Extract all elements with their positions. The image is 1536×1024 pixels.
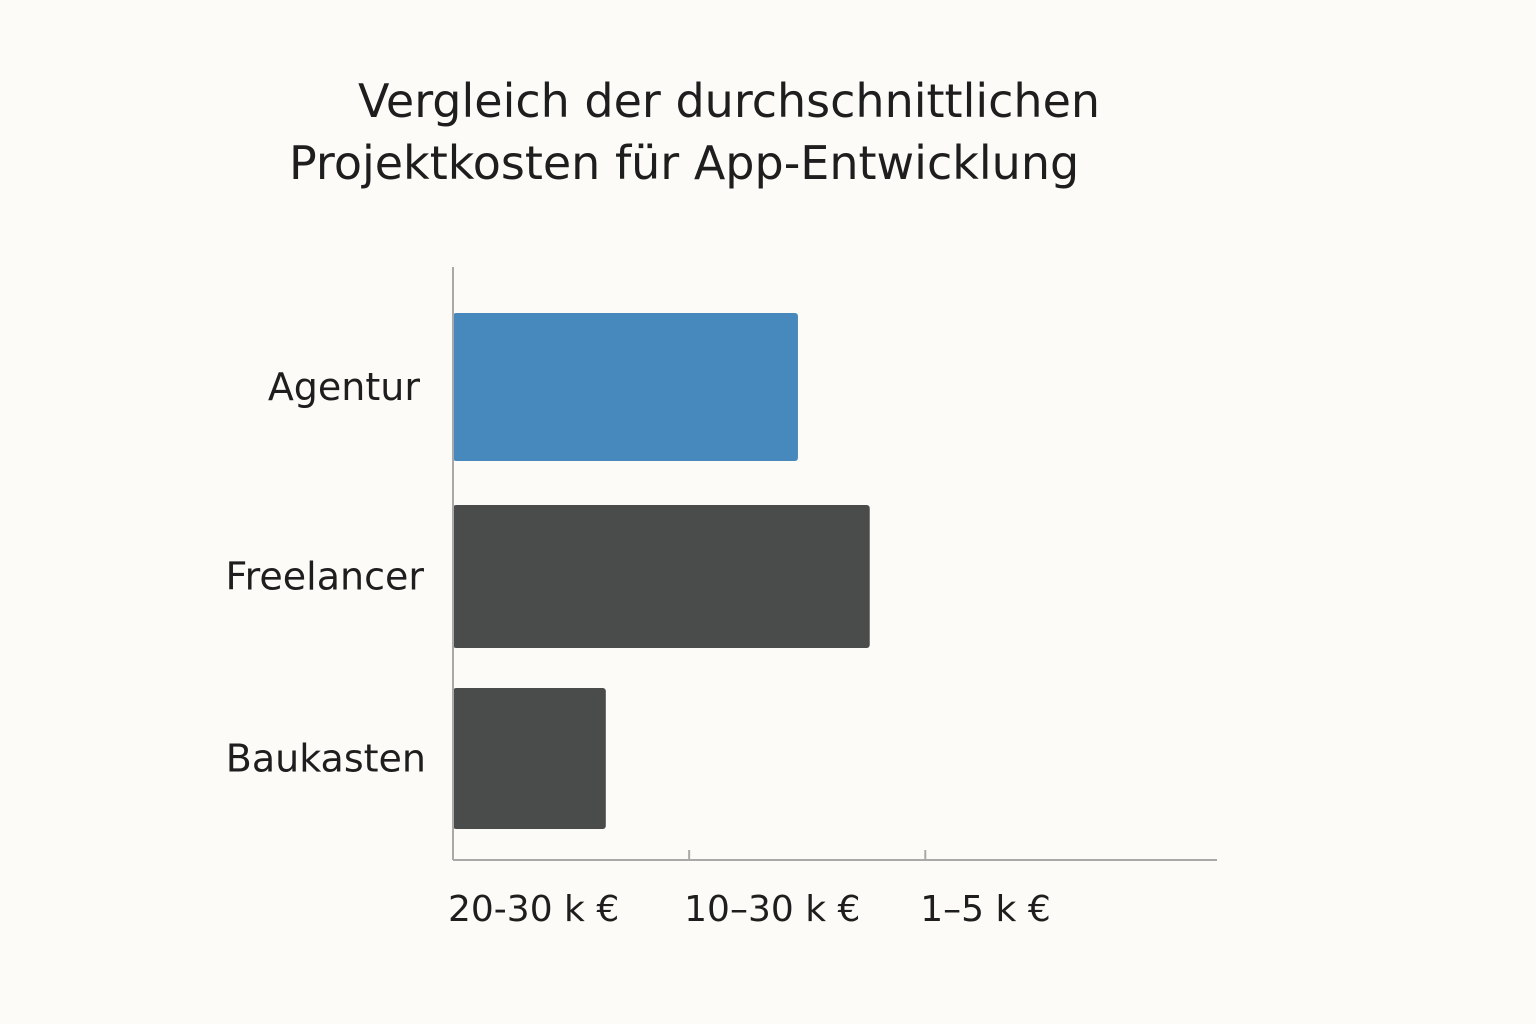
category-label-freelancer: Freelancer (226, 555, 425, 599)
category-label-agentur: Agentur (268, 365, 421, 409)
bar-baukasten (453, 688, 606, 829)
bar-freelancer (453, 505, 870, 648)
chart-title-line-1: Vergleich der durchschnittlichen (358, 74, 1101, 128)
chart-title-line-2: Projektkosten für App-Entwicklung (289, 136, 1080, 190)
category-label-baukasten: Baukasten (226, 737, 426, 781)
x-tick-label-0: 20-30 k € (448, 889, 619, 930)
chart-title: Vergleich der durchschnittlichen Projekt… (0, 70, 1536, 194)
x-tick-label-2: 1–5 k € (920, 889, 1050, 930)
category-labels-group: Agentur Freelancer Baukasten (226, 365, 426, 781)
bar-agentur (453, 313, 798, 461)
bars-group (453, 313, 870, 829)
x-tick-label-1: 10–30 k € (684, 889, 860, 930)
x-ticks-group: 20-30 k € 10–30 k € 1–5 k € (448, 850, 1051, 930)
